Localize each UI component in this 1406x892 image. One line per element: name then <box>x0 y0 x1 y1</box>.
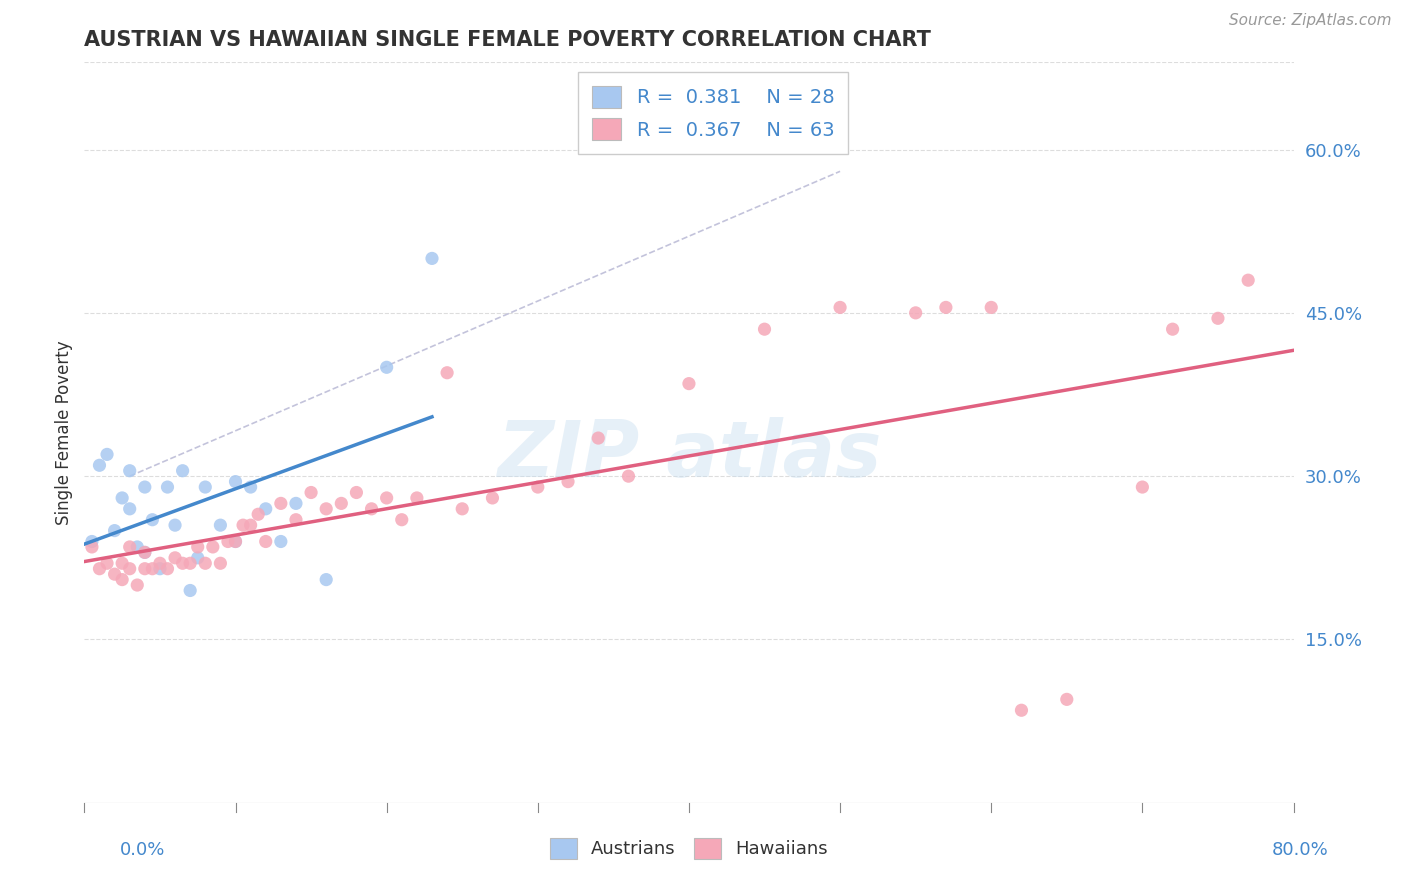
Point <box>285 513 308 527</box>
Text: 80.0%: 80.0% <box>1272 841 1329 859</box>
Point <box>1237 273 1260 287</box>
Point <box>420 252 443 266</box>
Point <box>299 485 322 500</box>
Point <box>134 545 156 559</box>
Point <box>104 524 127 538</box>
Point <box>111 556 134 570</box>
Point <box>904 306 927 320</box>
Point <box>239 480 262 494</box>
Text: 0.0%: 0.0% <box>120 841 165 859</box>
Legend: Austrians, Hawaiians: Austrians, Hawaiians <box>541 829 837 868</box>
Point <box>194 556 217 570</box>
Point <box>172 464 194 478</box>
Point <box>557 475 579 489</box>
Point <box>391 513 413 527</box>
Point <box>80 540 103 554</box>
Point <box>134 480 156 494</box>
Point <box>111 573 134 587</box>
Point <box>315 501 337 516</box>
Point <box>111 491 134 505</box>
Point <box>254 501 277 516</box>
Point <box>330 496 353 510</box>
Point <box>451 501 474 516</box>
Point <box>406 491 429 505</box>
Y-axis label: Single Female Poverty: Single Female Poverty <box>55 341 73 524</box>
Point <box>232 518 254 533</box>
Point <box>134 562 156 576</box>
Point <box>678 376 700 391</box>
Point <box>209 556 232 570</box>
Text: ZIP atlas: ZIP atlas <box>496 417 882 493</box>
Point <box>179 583 201 598</box>
Point <box>375 360 398 375</box>
Point <box>980 301 1002 315</box>
Text: Source: ZipAtlas.com: Source: ZipAtlas.com <box>1229 13 1392 29</box>
Text: AUSTRIAN VS HAWAIIAN SINGLE FEMALE POVERTY CORRELATION CHART: AUSTRIAN VS HAWAIIAN SINGLE FEMALE POVER… <box>84 29 931 50</box>
Point <box>254 534 277 549</box>
Point <box>239 518 262 533</box>
Point <box>96 447 118 461</box>
Point <box>187 540 209 554</box>
Point <box>754 322 776 336</box>
Point <box>104 567 127 582</box>
Point <box>118 501 141 516</box>
Point <box>209 518 232 533</box>
Point <box>1056 692 1078 706</box>
Point <box>118 464 141 478</box>
Point <box>201 540 224 554</box>
Point <box>96 556 118 570</box>
Point <box>141 562 163 576</box>
Point <box>225 534 247 549</box>
Point <box>481 491 503 505</box>
Point <box>134 545 156 559</box>
Point <box>270 534 292 549</box>
Point <box>156 480 179 494</box>
Point <box>270 496 292 510</box>
Point <box>149 556 172 570</box>
Point <box>1206 311 1229 326</box>
Point <box>141 513 163 527</box>
Point <box>527 480 550 494</box>
Point <box>118 562 141 576</box>
Point <box>194 480 217 494</box>
Point <box>156 562 179 576</box>
Point <box>149 562 172 576</box>
Point <box>830 301 852 315</box>
Point <box>285 496 308 510</box>
Point <box>1161 322 1184 336</box>
Point <box>89 562 111 576</box>
Point <box>118 540 141 554</box>
Point <box>346 485 368 500</box>
Point <box>436 366 458 380</box>
Point <box>315 573 337 587</box>
Point <box>80 534 103 549</box>
Point <box>588 431 610 445</box>
Point <box>165 518 187 533</box>
Point <box>1130 480 1153 494</box>
Point <box>247 508 270 522</box>
Point <box>127 578 149 592</box>
Point <box>375 491 398 505</box>
Point <box>217 534 239 549</box>
Point <box>1011 703 1033 717</box>
Point <box>89 458 111 473</box>
Point <box>127 540 149 554</box>
Point <box>187 550 209 565</box>
Point <box>360 501 382 516</box>
Point <box>225 534 247 549</box>
Point <box>172 556 194 570</box>
Point <box>179 556 201 570</box>
Point <box>617 469 640 483</box>
Point <box>225 475 247 489</box>
Point <box>165 550 187 565</box>
Point <box>935 301 957 315</box>
